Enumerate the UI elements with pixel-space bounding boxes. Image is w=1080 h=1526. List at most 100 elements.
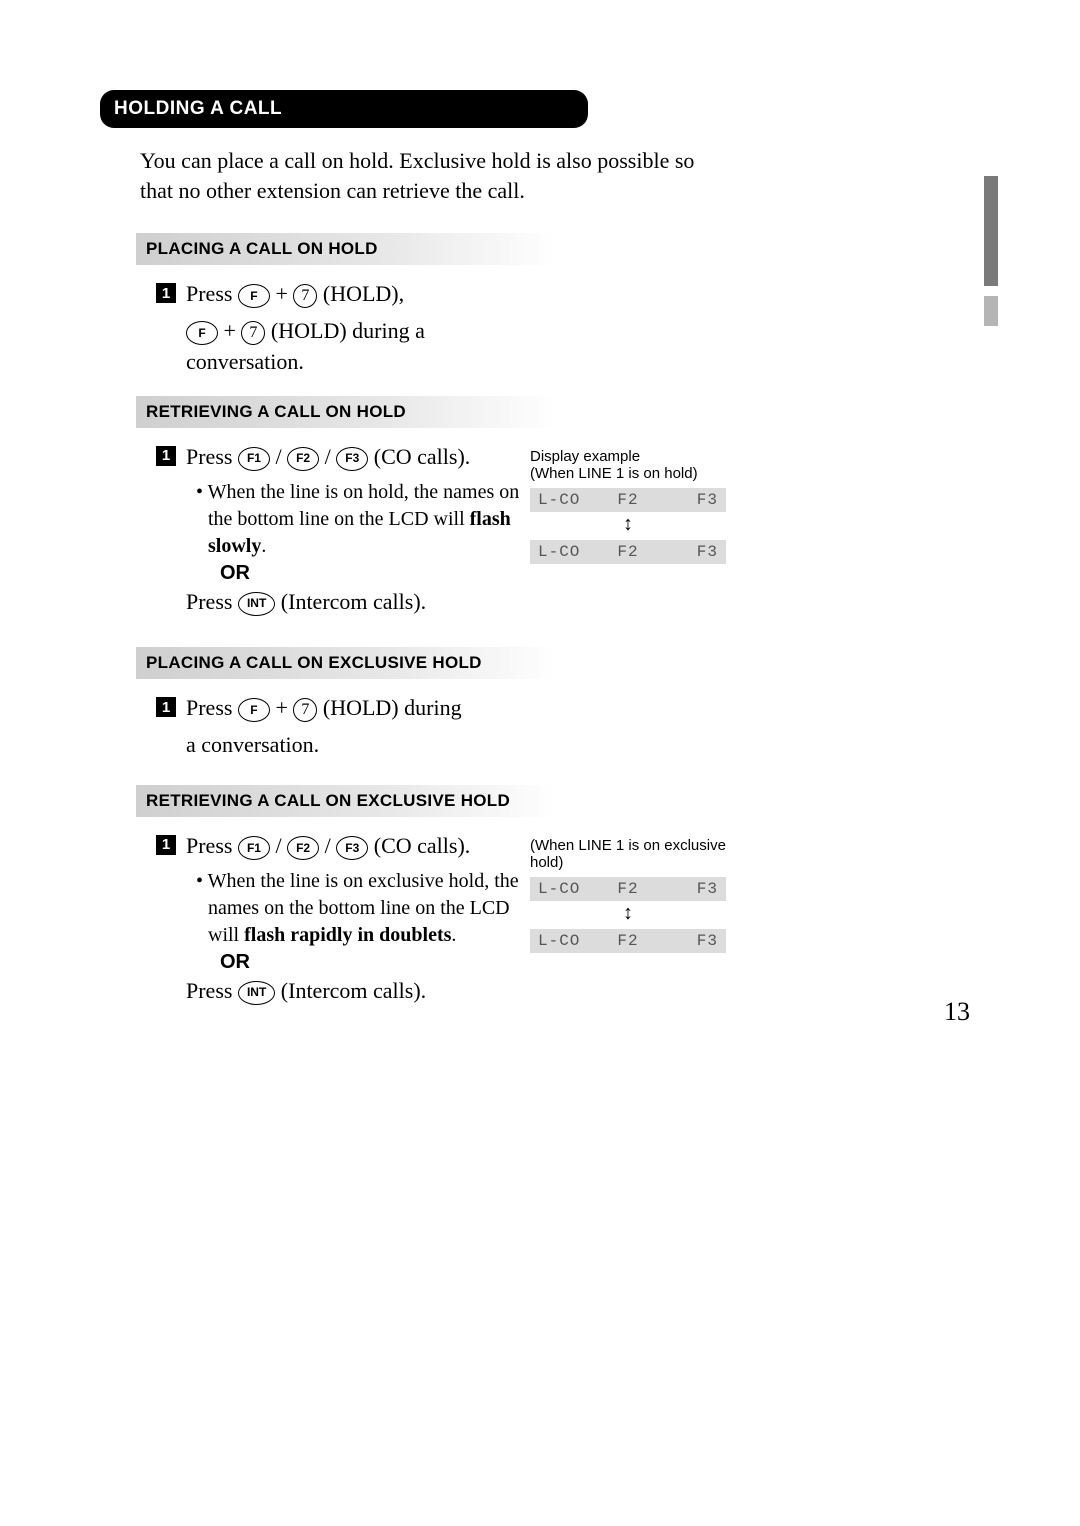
t: / <box>275 833 287 858</box>
t: (CO calls). <box>374 833 471 858</box>
t: flash rapidly in doublets <box>244 924 451 946</box>
lcd-cell: L-CO <box>538 543 598 561</box>
t: (HOLD), <box>323 281 404 306</box>
sub-title: RETRIEVING A CALL ON EXCLUSIVE HOLD <box>146 791 510 810</box>
sec2-left: 1 Press F1 / F2 / F3 (CO calls). • When … <box>100 442 530 618</box>
key-f2: F2 <box>287 836 319 860</box>
t: (Intercom calls). <box>281 978 426 1003</box>
t: (Intercom calls). <box>281 589 426 614</box>
key-int: INT <box>238 981 275 1005</box>
t: + <box>275 281 293 306</box>
step-body: Press F1 / F2 / F3 (CO calls). <box>186 831 470 862</box>
step-body: Press F + 7 (HOLD) during <box>186 693 462 724</box>
sec1-step: 1 Press F + 7 (HOLD), <box>156 279 980 310</box>
t: (CO calls). <box>374 444 471 469</box>
t: Press <box>186 695 232 720</box>
t: Press <box>186 833 238 858</box>
key-f3: F3 <box>336 447 368 471</box>
t: / <box>275 444 287 469</box>
key-f3: F3 <box>336 836 368 860</box>
key-7: 7 <box>293 284 317 308</box>
key-f1: F1 <box>238 447 270 471</box>
side-tab-dark <box>984 176 998 286</box>
t: Press <box>186 281 232 306</box>
updown-icon: ↕ <box>530 514 726 534</box>
lcd-row: L-CO F2 F3 <box>530 540 726 564</box>
step-number: 1 <box>156 283 176 303</box>
page-number: 13 <box>944 997 970 1027</box>
step-number: 1 <box>156 446 176 466</box>
key-f: F <box>238 284 270 308</box>
sec1-line2: F + 7 (HOLD) during a <box>186 316 546 347</box>
t: . <box>451 924 456 946</box>
key-f: F <box>238 698 270 722</box>
sec3-step: 1 Press F + 7 (HOLD) during <box>156 693 980 724</box>
lcd-cell: F3 <box>658 880 718 898</box>
lcd-cell: F2 <box>598 543 658 561</box>
step-body: Press F1 / F2 / F3 (CO calls). <box>186 442 470 473</box>
key-7: 7 <box>293 698 317 722</box>
lcd-cell: F3 <box>658 932 718 950</box>
lcd-cell: F2 <box>598 932 658 950</box>
t: (HOLD) during a <box>271 318 425 343</box>
display-example-label: Display example <box>530 448 740 465</box>
or-label: OR <box>220 951 530 974</box>
sec4-right: (When LINE 1 is on exclusive hold) L-CO … <box>530 837 740 953</box>
sub-title: PLACING A CALL ON EXCLUSIVE HOLD <box>146 653 482 672</box>
lcd-cell: F2 <box>598 491 658 509</box>
or-label: OR <box>220 562 530 585</box>
lcd-cell: F3 <box>658 491 718 509</box>
lcd-cell: F3 <box>658 543 718 561</box>
key-f: F <box>186 321 218 345</box>
lcd-row: L-CO F2 F3 <box>530 488 726 512</box>
side-tab-light <box>984 296 998 326</box>
t: . <box>261 535 266 557</box>
lcd-cell: L-CO <box>538 880 598 898</box>
t: + <box>275 695 293 720</box>
key-f2: F2 <box>287 447 319 471</box>
lcd-row: L-CO F2 F3 <box>530 929 726 953</box>
key-f1: F1 <box>238 836 270 860</box>
key-int: INT <box>238 592 275 616</box>
section-header-holding: HOLDING A CALL <box>100 90 588 128</box>
sec2-row: 1 Press F1 / F2 / F3 (CO calls). • When … <box>100 442 980 618</box>
sub-title: PLACING A CALL ON HOLD <box>146 239 378 258</box>
t: / <box>325 833 337 858</box>
lcd-cell: L-CO <box>538 491 598 509</box>
sub-header-retrieving-exclusive: RETRIEVING A CALL ON EXCLUSIVE HOLD <box>136 785 556 817</box>
key-7: 7 <box>241 321 265 345</box>
updown-icon: ↕ <box>530 903 726 923</box>
t: Press <box>186 444 238 469</box>
section-title: HOLDING A CALL <box>114 98 282 119</box>
lcd-row: L-CO F2 F3 <box>530 877 726 901</box>
sec2-bullet: • When the line is on hold, the names on… <box>196 479 528 560</box>
sub-title: RETRIEVING A CALL ON HOLD <box>146 402 406 421</box>
t: + <box>224 318 242 343</box>
sec4-row: 1 Press F1 / F2 / F3 (CO calls). • When … <box>100 831 980 1007</box>
sec2-line2: Press INT (Intercom calls). <box>186 587 530 618</box>
sub-header-placing-hold: PLACING A CALL ON HOLD <box>136 233 556 265</box>
sec4-step: 1 Press F1 / F2 / F3 (CO calls). <box>156 831 530 862</box>
t: Press <box>186 978 238 1003</box>
step-number: 1 <box>156 697 176 717</box>
sec4-left: 1 Press F1 / F2 / F3 (CO calls). • When … <box>100 831 530 1007</box>
lcd-cell: L-CO <box>538 932 598 950</box>
display-condition: (When LINE 1 is on hold) <box>530 465 740 482</box>
manual-page: HOLDING A CALL You can place a call on h… <box>0 0 1080 1067</box>
lcd-cell: F2 <box>598 880 658 898</box>
sec2-step: 1 Press F1 / F2 / F3 (CO calls). <box>156 442 530 473</box>
step-body: Press F + 7 (HOLD), <box>186 279 404 310</box>
t: (HOLD) during <box>323 695 462 720</box>
sub-header-retrieving-hold: RETRIEVING A CALL ON HOLD <box>136 396 556 428</box>
sub-header-placing-exclusive: PLACING A CALL ON EXCLUSIVE HOLD <box>136 647 556 679</box>
sec2-right: Display example (When LINE 1 is on hold)… <box>530 448 740 564</box>
sec4-bullet: • When the line is on exclusive hold, th… <box>196 868 528 949</box>
sec4-line2: Press INT (Intercom calls). <box>186 976 530 1007</box>
t: / <box>325 444 337 469</box>
intro-text: You can place a call on hold. Exclusive … <box>140 146 700 205</box>
sec1-line3: conversation. <box>186 347 546 378</box>
sec3-line2: a conversation. <box>186 730 546 761</box>
t: Press <box>186 589 238 614</box>
display-condition: (When LINE 1 is on exclusive hold) <box>530 837 740 871</box>
step-number: 1 <box>156 835 176 855</box>
